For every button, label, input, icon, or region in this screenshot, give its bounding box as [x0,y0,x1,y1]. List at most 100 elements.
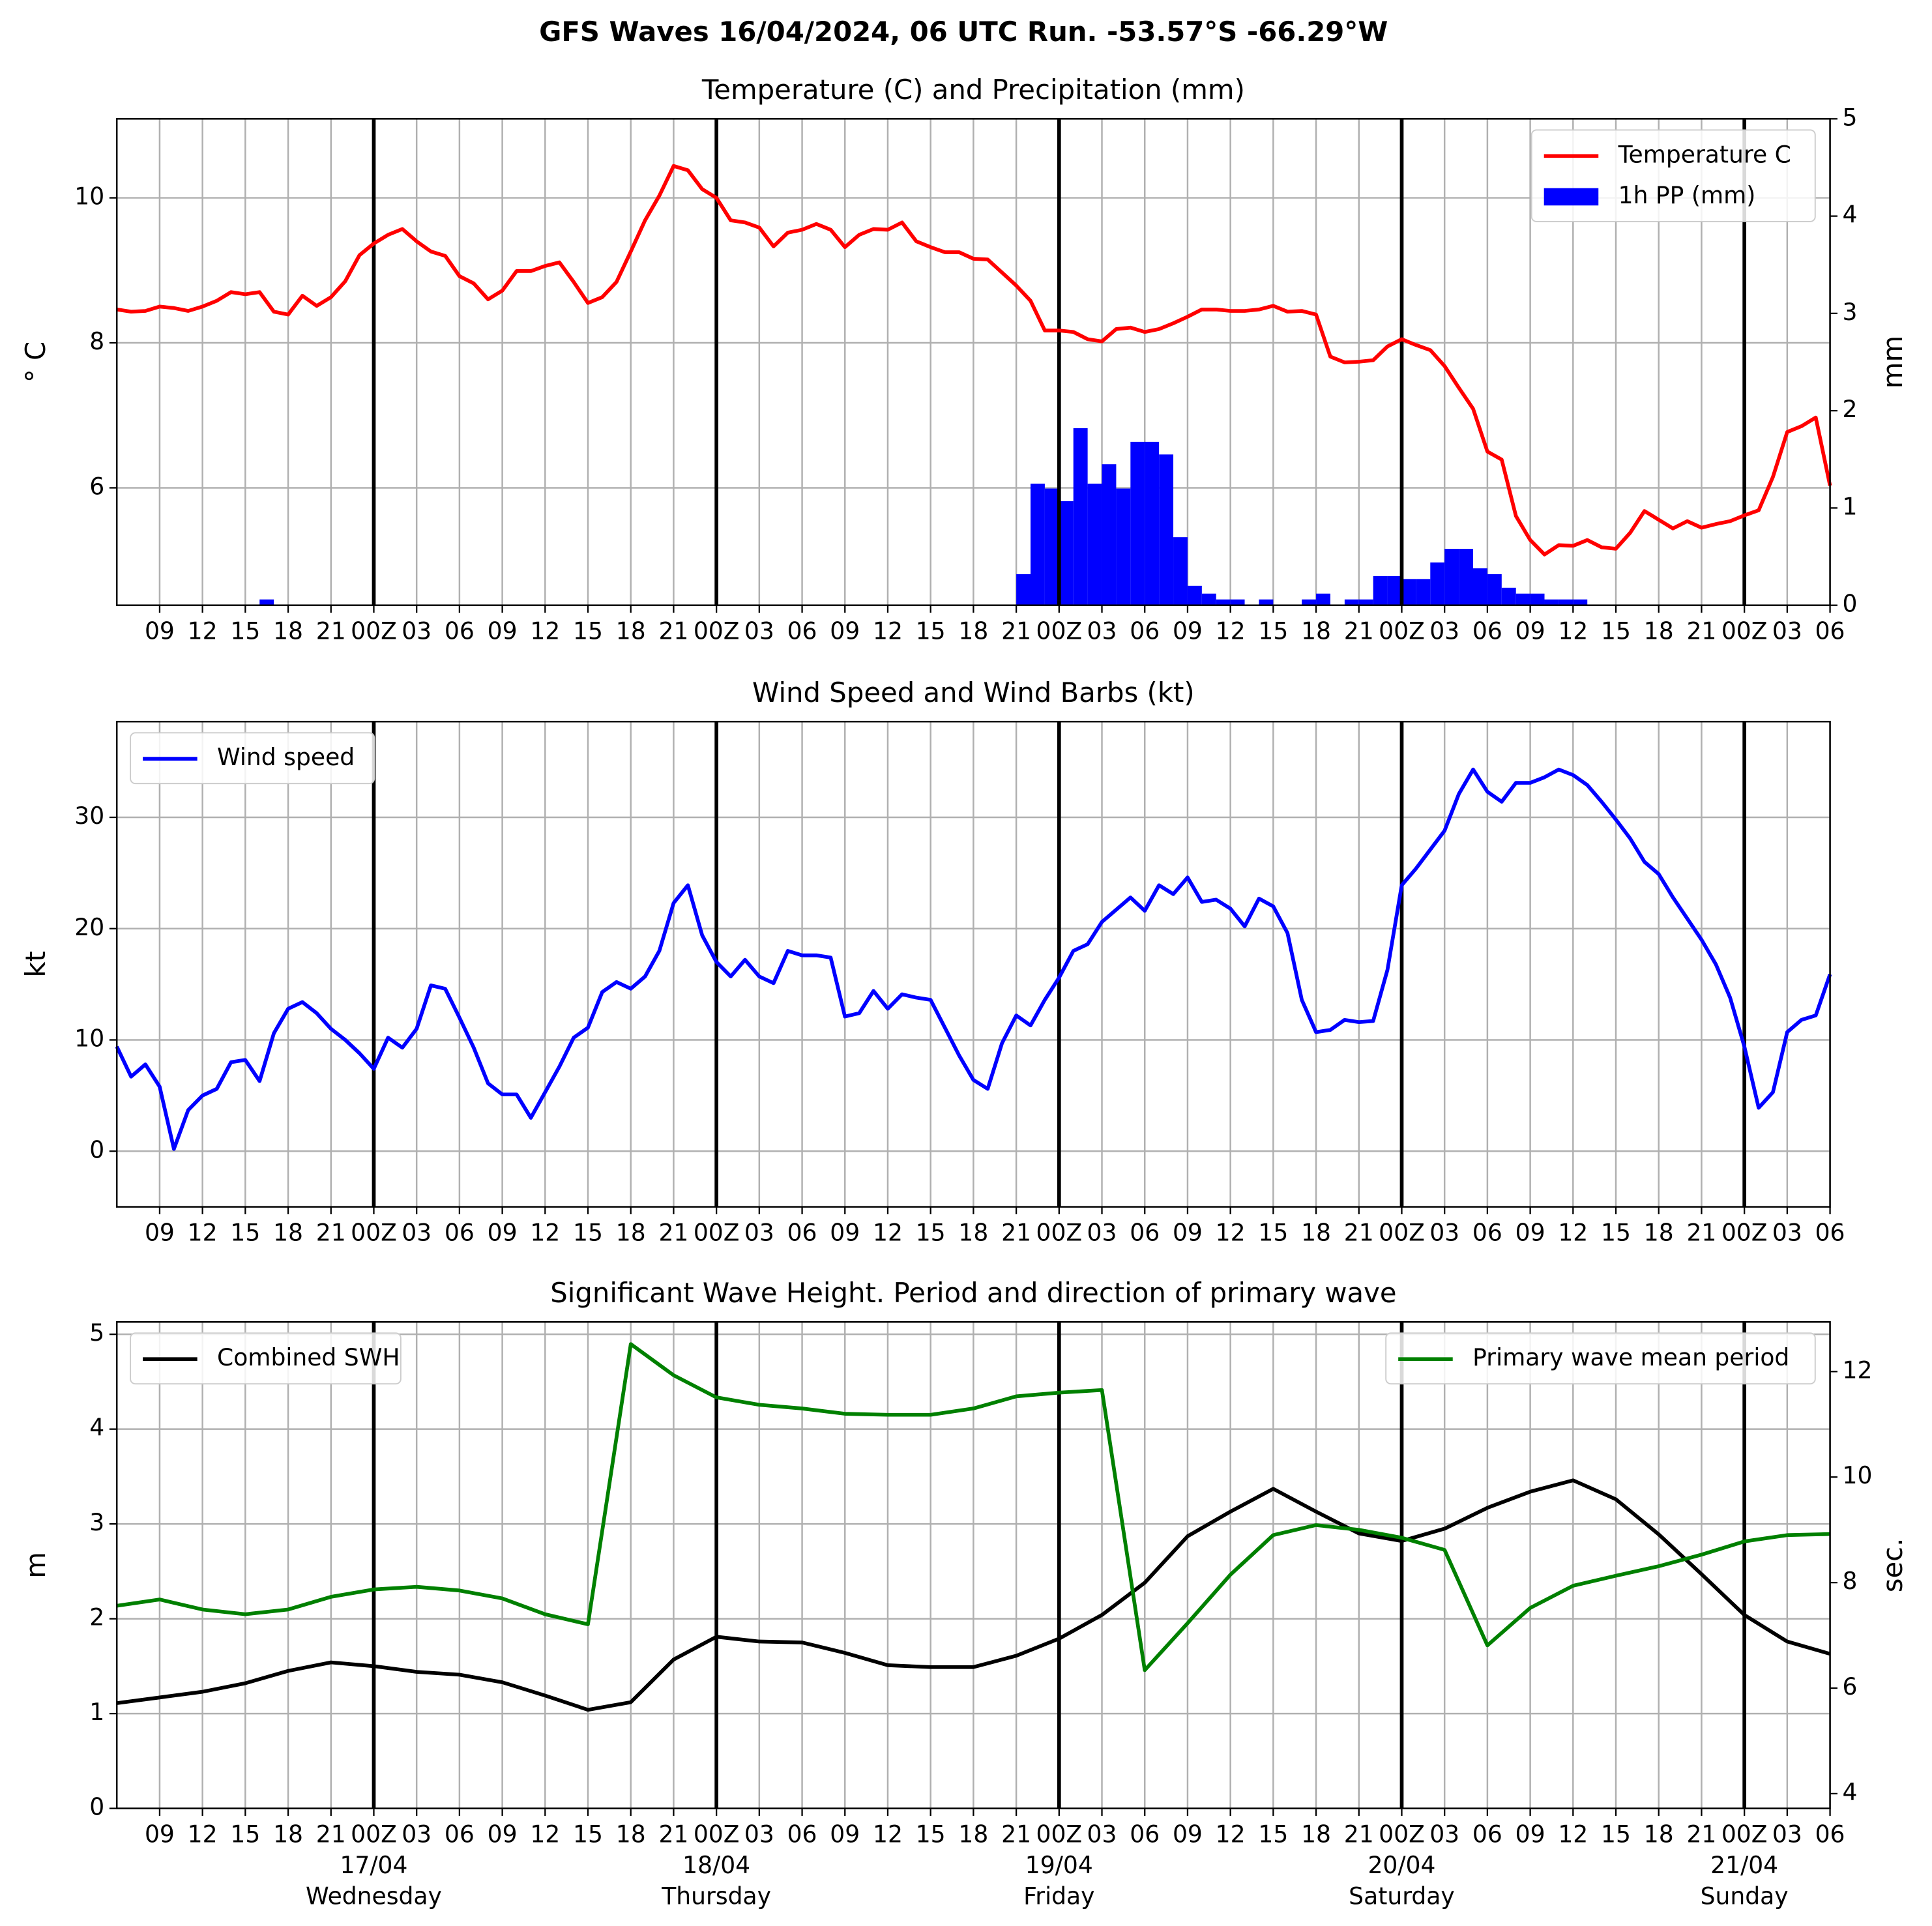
x-tick-label: 18 [616,1820,646,1848]
x-tick-label: 00Z [351,1219,397,1246]
x-tick-label: 09 [1515,1820,1545,1848]
x-tick-label: 12 [873,617,903,645]
x-tick-label: 03 [1429,1219,1459,1246]
x-tick-label: 21 [1344,1219,1374,1246]
x-tick-label: 06 [787,1820,817,1848]
x-tick-label: 21 [658,1219,688,1246]
date-label: 17/04 [340,1852,407,1879]
x-tick-label: 21 [658,617,688,645]
x-tick-label: 15 [1258,617,1288,645]
y-tick-label: 20 [74,914,104,941]
x-tick-label: 09 [830,617,860,645]
x-tick-label: 06 [1130,617,1160,645]
x-tick-label: 00Z [1721,1219,1768,1246]
x-tick-label: 06 [1130,1820,1160,1848]
bar [1173,537,1188,606]
weekday-label: Friday [1023,1882,1094,1910]
bar [1472,568,1487,606]
x-tick-label: 03 [1772,1219,1802,1246]
x-tick-label: 18 [616,1219,646,1246]
x-tick-label: 12 [1558,1820,1588,1848]
x-tick-label: 09 [830,1820,860,1848]
x-tick-label: 09 [488,1820,518,1848]
x-tick-label: 21 [1686,1820,1716,1848]
bar [1501,587,1516,606]
x-tick-label: 12 [1216,617,1246,645]
x-tick-label: 06 [1472,617,1502,645]
x-tick-label: 21 [316,1219,346,1246]
x-tick-label: 03 [1087,617,1117,645]
x-tick-label: 00Z [1721,617,1768,645]
y2-tick-label: 1 [1843,493,1858,520]
y2-axis-label: sec. [1877,1538,1909,1593]
bar [1087,484,1102,606]
bar [1102,464,1117,606]
y2-tick-label: 8 [1843,1568,1858,1595]
x-tick-label: 09 [145,1219,175,1246]
figure-title: GFS Waves 16/04/2024, 06 UTC Run. -53.57… [539,16,1388,48]
x-tick-label: 15 [573,1219,603,1246]
y-tick-label: 6 [89,473,104,500]
plot-frame [115,720,1831,1208]
x-tick-label: 06 [1815,1820,1845,1848]
legend-swatch [1544,188,1599,206]
bar [1416,579,1431,606]
x-tick-label: 15 [916,617,946,645]
x-tick-label: 21 [1344,1820,1374,1848]
x-tick-label: 06 [445,1820,475,1848]
x-tick-label: 12 [188,1820,218,1848]
legend-label: Temperature C [1618,141,1791,168]
plot-frame [115,1321,1831,1809]
x-tick-label: 18 [273,1219,303,1246]
x-tick-label: 06 [1815,1219,1845,1246]
bar [1073,428,1088,606]
x-tick-label: 06 [445,1219,475,1246]
x-tick-label: 18 [616,617,646,645]
y-tick-label: 10 [74,1025,104,1053]
x-tick-label: 12 [1216,1219,1246,1246]
x-tick-label: 21 [1001,1820,1031,1848]
y2-axis-label: mm [1877,336,1909,388]
y2-tick-label: 4 [1843,1779,1858,1806]
bar [1230,599,1245,606]
y-tick-label: 3 [89,1509,104,1536]
y-tick-label: 5 [89,1319,104,1347]
date-label: 20/04 [1368,1852,1435,1879]
weekday-label: Sunday [1701,1882,1789,1910]
x-tick-label: 18 [958,1219,988,1246]
x-tick-label: 06 [787,617,817,645]
x-tick-label: 00Z [1036,1219,1082,1246]
bar [1302,599,1317,606]
x-tick-label: 18 [273,617,303,645]
x-tick-label: 06 [1472,1820,1502,1848]
line-series [116,1478,1831,1712]
y-tick-label: 8 [89,328,104,355]
y-tick-label: 1 [89,1699,104,1726]
y2-tick-label: 10 [1843,1462,1873,1489]
bar [1459,549,1473,606]
x-tick-label: 00Z [1036,617,1082,645]
x-tick-label: 06 [445,617,475,645]
bar [1201,593,1216,606]
x-tick-label: 12 [1216,1820,1246,1848]
x-tick-label: 15 [1601,1820,1631,1848]
x-tick-label: 18 [1644,1219,1674,1246]
bar [259,599,274,606]
bar [1031,484,1045,606]
x-tick-label: 06 [1130,1219,1160,1246]
legend-box [130,1332,402,1385]
x-tick-label: 12 [1558,617,1588,645]
line-series [115,767,1832,1151]
x-tick-label: 09 [488,1219,518,1246]
y2-tick-label: 12 [1843,1356,1873,1384]
y-tick-label: 2 [89,1604,104,1631]
x-tick-label: 06 [787,1219,817,1246]
y2-tick-label: 4 [1843,201,1858,229]
x-tick-label: 18 [273,1820,303,1848]
weekday-label: Saturday [1349,1882,1455,1910]
x-tick-label: 00Z [1036,1820,1082,1848]
legend-box [1530,129,1816,222]
weekday-label: Thursday [661,1882,771,1910]
x-tick-label: 21 [316,617,346,645]
